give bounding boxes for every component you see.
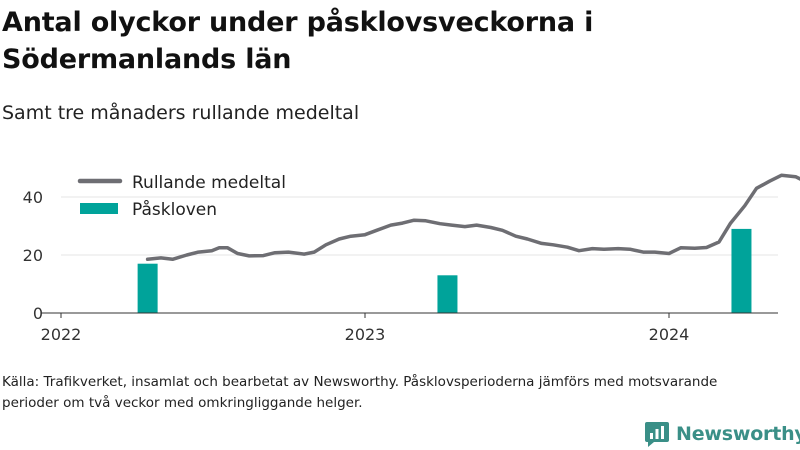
x-tick-label: 2022 <box>41 325 82 344</box>
axes: 0 20 40 2022 2023 2024 <box>23 188 778 344</box>
y-tick-label: 20 <box>23 246 43 265</box>
rolling-average-line <box>145 173 800 262</box>
bar-series <box>137 228 752 313</box>
paskloven-bar <box>437 275 458 313</box>
legend-bar-label: Påskloven <box>132 199 217 220</box>
line-series <box>145 173 800 262</box>
legend-bar-swatch <box>80 203 118 214</box>
legend: Rullande medeltal Påskloven <box>77 173 286 220</box>
x-tick-label: 2023 <box>345 325 386 344</box>
newsworthy-logo-icon <box>645 422 669 447</box>
legend-line-label: Rullande medeltal <box>132 173 286 193</box>
newsworthy-logo[interactable]: Newsworthy <box>644 419 800 449</box>
x-tick-label: 2024 <box>649 325 690 344</box>
y-tick-label: 0 <box>33 304 43 323</box>
newsworthy-logo-text: Newsworthy <box>676 423 800 445</box>
source-note: Källa: Trafikverket, insamlat och bearbe… <box>2 374 718 411</box>
gridlines <box>61 196 778 256</box>
paskloven-bar <box>731 228 752 313</box>
paskloven-bar <box>137 263 158 313</box>
chart-subtitle: Samt tre månaders rullande medeltal <box>2 102 360 124</box>
chart-title: Antal olyckor under påsklovsveckorna i S… <box>2 7 594 75</box>
y-tick-label: 40 <box>23 188 43 207</box>
chart-area: 0 20 40 2022 2023 2024 Rullande medeltal Påsk… <box>23 173 800 344</box>
